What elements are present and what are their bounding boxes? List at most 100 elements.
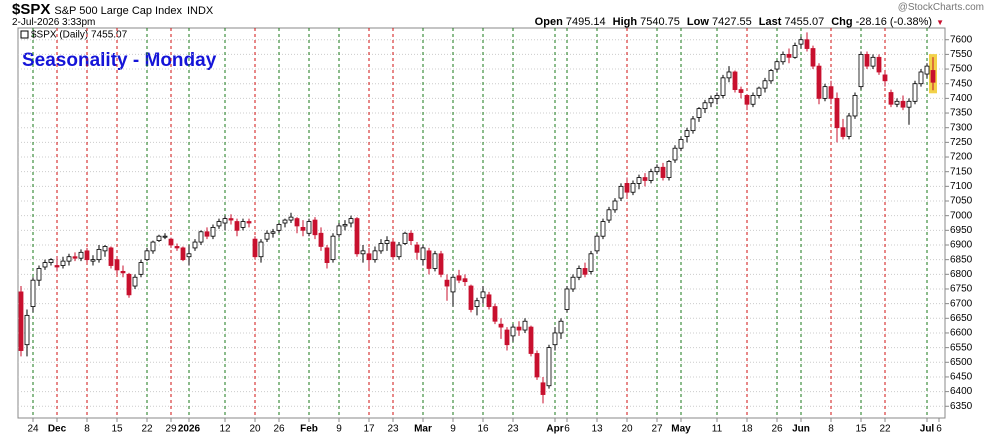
candle-body: [696, 108, 702, 118]
x-tick-label: Jun: [792, 424, 810, 435]
x-tick-label: May: [671, 424, 691, 435]
candle-body: [930, 70, 936, 83]
candle-body: [684, 130, 690, 137]
candle-body: [810, 48, 816, 67]
quote-value: 7427.55: [711, 16, 752, 28]
candle-body: [492, 306, 498, 322]
candle-body: [516, 326, 522, 331]
quote-label: Chg: [831, 16, 853, 28]
candle-body: [726, 71, 732, 79]
candle-body: [720, 77, 726, 96]
y-tick-label: 7300: [950, 122, 973, 133]
candle-body: [876, 56, 882, 73]
candle-body: [48, 259, 54, 263]
week-lines: [32, 28, 928, 418]
x-tick-label: 20: [249, 424, 261, 435]
candle-body: [348, 218, 354, 224]
candle-body: [198, 231, 204, 243]
x-tick-label: 26: [771, 424, 783, 435]
x-tick-label: 8: [828, 424, 834, 435]
x-tick-label: 20: [621, 424, 633, 435]
candle-body: [546, 347, 552, 387]
candle-body: [180, 247, 186, 261]
y-tick-label: 6650: [950, 313, 973, 324]
candle-body: [114, 259, 120, 271]
candle-body: [582, 268, 588, 275]
candle-body: [402, 232, 408, 244]
candle-body: [228, 218, 234, 221]
candle-body: [846, 115, 852, 137]
candle-body: [570, 276, 576, 290]
candle-body: [396, 244, 402, 258]
x-tick-label: 18: [741, 424, 753, 435]
y-tick-label: 7600: [950, 34, 973, 45]
candle-body: [486, 294, 492, 307]
candle-body: [384, 240, 390, 244]
exchange: INDX: [186, 5, 214, 17]
y-tick-label: 7500: [950, 64, 973, 75]
candle-body: [780, 53, 786, 63]
candle-body: [360, 250, 366, 255]
candle-body: [90, 259, 96, 262]
candle-body: [804, 39, 810, 49]
x-tick-label: 23: [507, 424, 519, 435]
candle-body: [816, 65, 822, 99]
candle-body: [474, 300, 480, 307]
candle-body: [498, 323, 504, 328]
candle-body: [378, 243, 384, 252]
candle-body: [372, 250, 378, 261]
candle-body: [792, 45, 798, 58]
x-tick-label: Apr: [546, 424, 563, 435]
x-tick-label: 9: [336, 424, 342, 435]
candle-body: [252, 238, 258, 258]
candle-body: [552, 332, 558, 346]
candle-body: [624, 183, 630, 193]
x-tick-label: 27: [651, 424, 663, 435]
y-tick-label: 7550: [950, 49, 973, 60]
candle-body: [174, 246, 180, 249]
candle-body: [708, 97, 714, 104]
candle-body: [768, 70, 774, 82]
candle-body: [258, 241, 264, 258]
instrument-name: S&P 500 Large Cap Index: [54, 5, 182, 17]
x-tick-label: 2026: [178, 424, 201, 435]
candle-body: [42, 262, 48, 268]
candle-body: [222, 218, 228, 224]
candle-body: [156, 235, 162, 241]
candle-body: [444, 279, 450, 287]
candle-body: [906, 100, 912, 108]
candle-body: [282, 219, 288, 224]
candle-body: [342, 224, 348, 227]
candle-body: [168, 238, 174, 246]
y-tick-label: 7200: [950, 152, 973, 163]
candle-body: [600, 221, 606, 237]
candle-body: [72, 256, 78, 259]
symbol: $SPX: [12, 1, 51, 18]
legend-label: $SPX (Daily) 7455.07: [31, 30, 128, 41]
candle-body: [918, 71, 924, 85]
plot-frame: [17, 27, 946, 419]
y-tick-label: 7050: [950, 196, 973, 207]
candle-body: [678, 139, 684, 149]
x-tick-label: 12: [219, 424, 231, 435]
x-tick-label: 6: [564, 424, 570, 435]
candle-body: [648, 171, 654, 181]
change-arrow: ▼: [936, 18, 944, 27]
candle-body: [456, 275, 462, 281]
quote-value: 7455.07: [784, 16, 825, 28]
candle-body: [54, 265, 60, 268]
candle-body: [690, 118, 696, 132]
legend-icon: [20, 30, 29, 39]
candle-body: [186, 253, 192, 258]
x-tick-label: 6: [936, 424, 942, 435]
candle-body: [762, 80, 768, 89]
x-tick-label: 15: [855, 424, 867, 435]
candle-body: [318, 232, 324, 247]
y-tick-label: 6500: [950, 357, 973, 368]
candle-body: [504, 329, 510, 346]
candle-body: [138, 262, 144, 275]
candle-body: [276, 224, 282, 231]
candle-body: [870, 56, 876, 67]
candle-body: [126, 273, 132, 296]
